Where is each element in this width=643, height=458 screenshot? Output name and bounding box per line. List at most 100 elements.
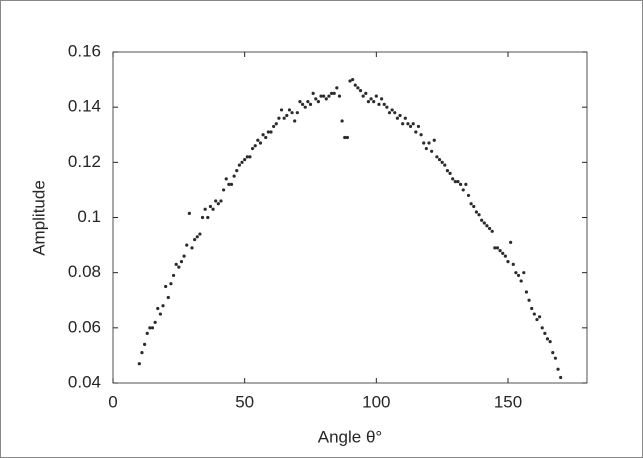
point: [351, 77, 355, 82]
point: [140, 351, 144, 355]
point: [214, 199, 218, 203]
point: [356, 86, 360, 90]
point: [474, 210, 478, 214]
point: [553, 356, 558, 360]
point: [551, 351, 555, 355]
point: [472, 204, 476, 209]
point: [143, 342, 147, 346]
point: [264, 135, 268, 140]
point: [437, 157, 442, 162]
point: [145, 331, 149, 335]
point: [393, 111, 397, 115]
point: [287, 108, 292, 112]
point: [495, 246, 500, 250]
point: [179, 260, 184, 264]
point: [150, 326, 155, 330]
point: [466, 193, 471, 198]
point: [372, 100, 376, 104]
point: [503, 254, 507, 258]
point: [445, 169, 450, 173]
point: [435, 155, 439, 159]
point: [243, 157, 247, 162]
y-tick-label: 0.06: [68, 317, 101, 336]
x-tick-label: 100: [362, 392, 390, 411]
point: [200, 215, 205, 220]
point: [459, 182, 463, 186]
point: [358, 89, 363, 93]
point: [406, 122, 410, 126]
point: [559, 375, 563, 380]
point: [443, 163, 447, 167]
point: [469, 202, 473, 206]
point: [395, 116, 399, 120]
point: [453, 180, 457, 184]
point: [343, 135, 347, 140]
point: [169, 282, 173, 286]
point: [240, 160, 244, 164]
point: [203, 207, 207, 211]
point: [403, 116, 407, 120]
point: [279, 108, 284, 112]
point: [293, 119, 297, 123]
point: [295, 111, 299, 115]
point: [137, 362, 141, 366]
point: [235, 169, 239, 173]
point: [451, 177, 455, 181]
point: [538, 315, 542, 319]
point: [308, 102, 313, 107]
point: [501, 251, 505, 255]
y-tick-label: 0.08: [68, 262, 101, 281]
x-axis-label: Angle θ°: [318, 427, 382, 446]
point: [322, 94, 326, 98]
point: [274, 122, 278, 126]
point: [206, 215, 210, 220]
point: [487, 226, 492, 231]
point: [530, 306, 534, 311]
point: [216, 202, 220, 206]
point: [506, 260, 510, 264]
point: [532, 312, 536, 316]
point: [485, 224, 489, 228]
point: [535, 317, 539, 322]
point: [556, 367, 560, 371]
point: [335, 86, 339, 90]
point: [256, 138, 260, 142]
point: [493, 246, 497, 250]
x-tick-label: 50: [235, 392, 254, 411]
point: [430, 149, 434, 153]
point: [303, 105, 307, 109]
point: [285, 113, 289, 118]
point: [272, 124, 276, 129]
point: [387, 111, 392, 115]
point: [411, 122, 415, 126]
point: [416, 124, 421, 129]
plot-box: [112, 51, 588, 384]
point: [364, 91, 368, 95]
point: [482, 221, 486, 225]
point: [266, 130, 270, 134]
point: [345, 135, 349, 140]
point: [187, 211, 191, 215]
point: [385, 105, 389, 109]
point: [301, 102, 305, 107]
point: [298, 100, 302, 104]
point: [193, 237, 197, 242]
point: [374, 94, 378, 98]
point: [361, 94, 365, 98]
point: [156, 306, 160, 311]
point: [353, 83, 357, 87]
point: [245, 155, 249, 159]
point: [195, 235, 199, 239]
y-tick-label: 0.12: [68, 152, 101, 171]
point: [332, 91, 336, 95]
point: [477, 213, 481, 217]
point: [408, 124, 413, 129]
point: [277, 116, 281, 120]
point: [548, 340, 552, 344]
point: [222, 188, 226, 192]
point: [158, 312, 162, 316]
point: [366, 100, 371, 104]
point: [509, 240, 513, 244]
